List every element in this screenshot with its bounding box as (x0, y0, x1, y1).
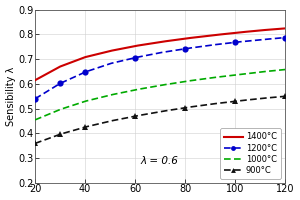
Legend: 1400°C, 1200°C, 1000°C, 900°C: 1400°C, 1200°C, 1000°C, 900°C (220, 128, 281, 179)
Y-axis label: Sensibility λ: Sensibility λ (6, 67, 16, 126)
Text: λ = 0.6: λ = 0.6 (140, 156, 178, 166)
